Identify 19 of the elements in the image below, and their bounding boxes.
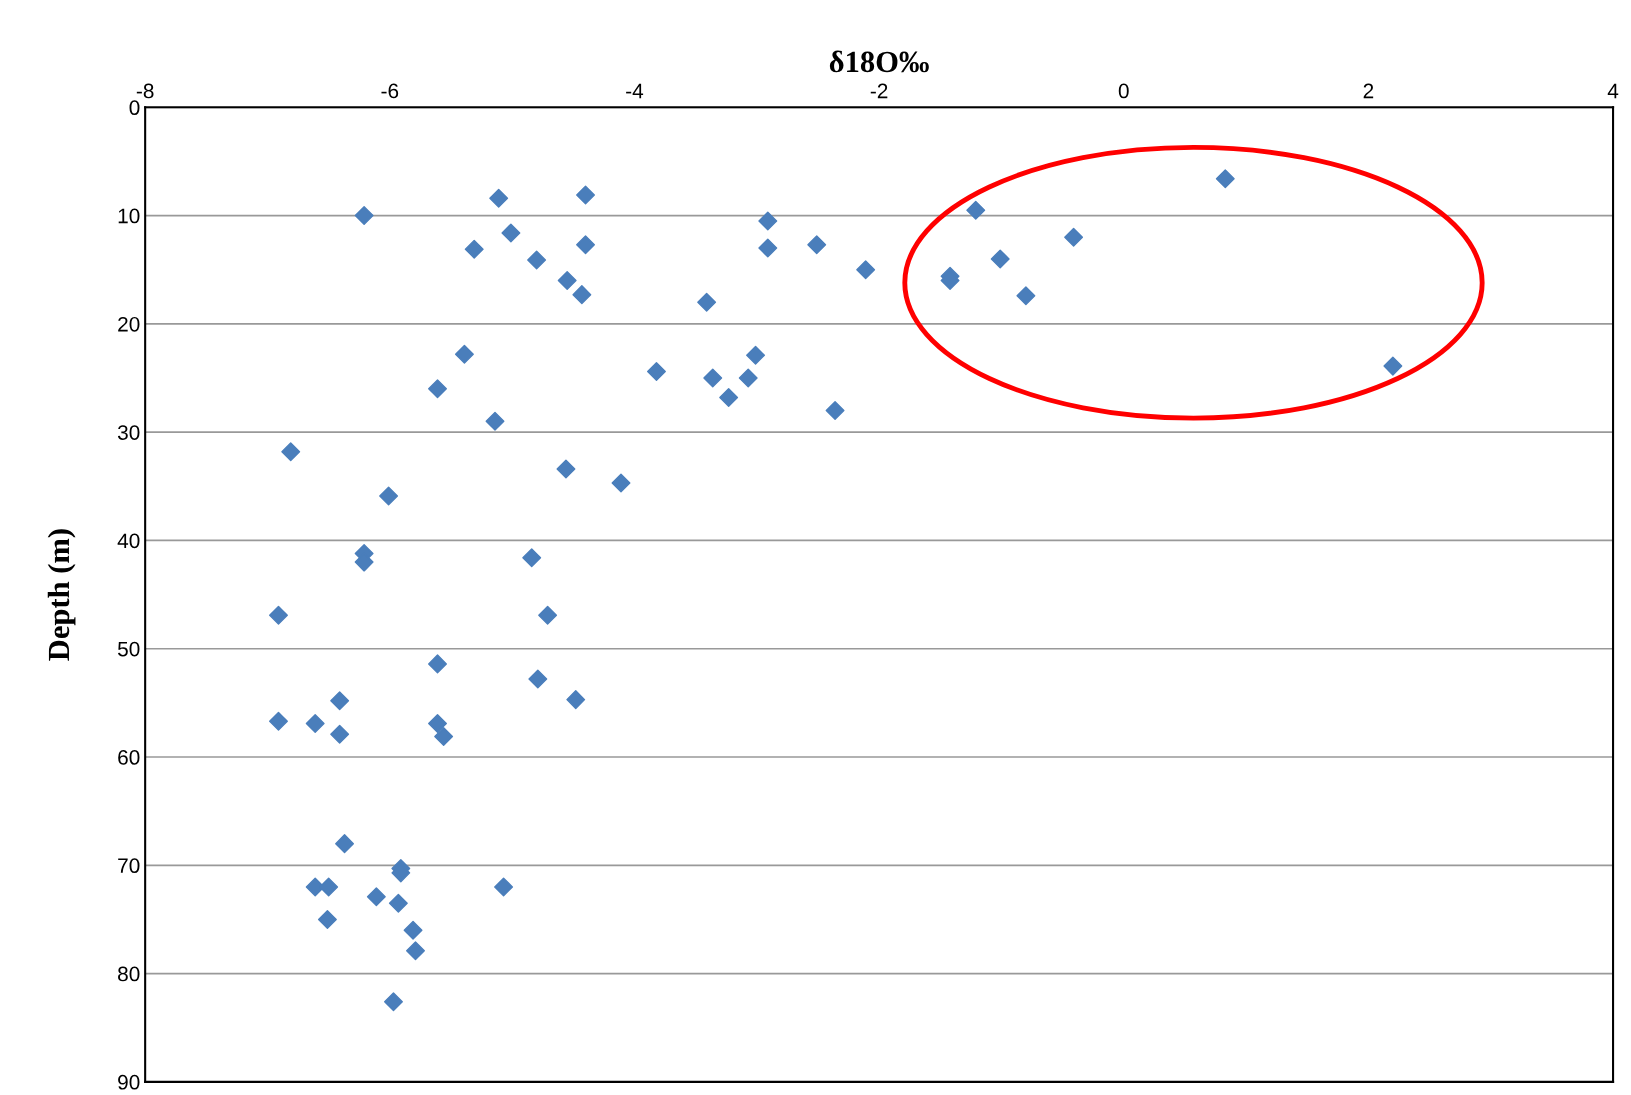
x-tick-label: -6 [381,83,399,99]
y-tick-label: 40 [117,533,140,549]
y-tick-label: 30 [117,425,140,440]
y-tick-label: 60 [118,750,140,765]
x-tick-label: -8 [136,83,154,99]
y-tick-label: 0 [129,100,140,116]
x-tick-label: 2 [1363,83,1374,99]
y-tick-label: 20 [118,316,140,332]
x-tick-label: -4 [626,83,644,99]
x-axis-title: δ18O‰ [829,50,929,73]
y-tick-label: 80 [118,966,140,982]
y-axis-title: Depth (m) [47,529,76,661]
y-tick-label: 90 [118,1074,140,1090]
y-tick-label: 70 [118,858,140,874]
y-tick-label: 50 [117,641,140,657]
x-tick-label: -2 [870,83,888,99]
x-tick-label: 4 [1607,83,1619,99]
y-tick-label: 10 [118,208,140,224]
x-tick-label: 0 [1118,83,1129,99]
